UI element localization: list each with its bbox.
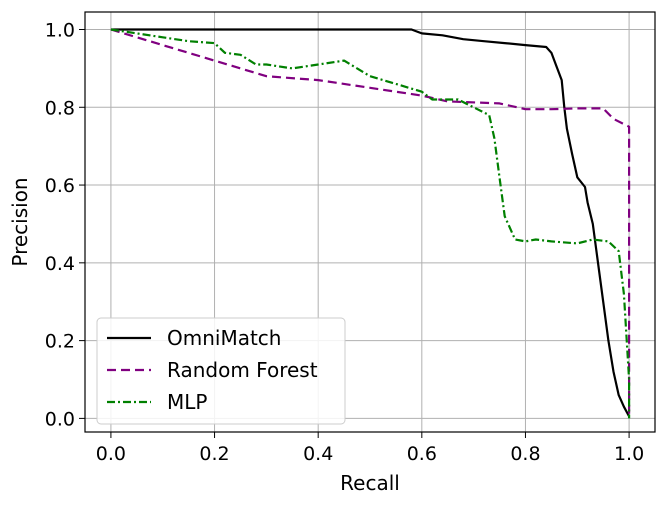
legend-label: OmniMatch	[167, 326, 281, 350]
plot-frame	[84, 11, 656, 433]
series-line-omnimatch	[110, 28, 631, 417]
x-tick-label: 0.6	[407, 443, 437, 465]
legend-box	[96, 317, 346, 425]
y-tick-label: 0.2	[45, 331, 75, 353]
x-tick-label: 0.0	[96, 443, 126, 465]
legend-label: MLP	[167, 390, 207, 414]
y-axis-label: Precision	[8, 177, 32, 266]
series-line-mlp	[110, 28, 631, 419]
y-tick-label: 0.6	[45, 175, 75, 197]
x-tick-label: 0.4	[303, 443, 333, 465]
x-tick-label: 0.2	[199, 443, 229, 465]
legend-label: Random Forest	[167, 358, 318, 382]
series-line-random-forest	[110, 28, 631, 419]
series-layer	[110, 28, 631, 419]
x-tick-label: 1.0	[614, 443, 644, 465]
y-tick-label: 0.0	[45, 408, 75, 430]
x-axis-label: Recall	[340, 471, 400, 495]
legend: OmniMatch Random Forest MLP	[96, 317, 346, 425]
y-tick-label: 0.8	[45, 97, 75, 119]
axis-ticks: 0.0 0.2 0.4 0.6 0.8 1.0 0.0 0.2 0.4 0.6 0.8 1.0	[45, 20, 644, 466]
y-tick-label: 0.4	[45, 253, 75, 275]
y-tick-label: 1.0	[45, 20, 75, 42]
x-tick-label: 0.8	[510, 443, 540, 465]
